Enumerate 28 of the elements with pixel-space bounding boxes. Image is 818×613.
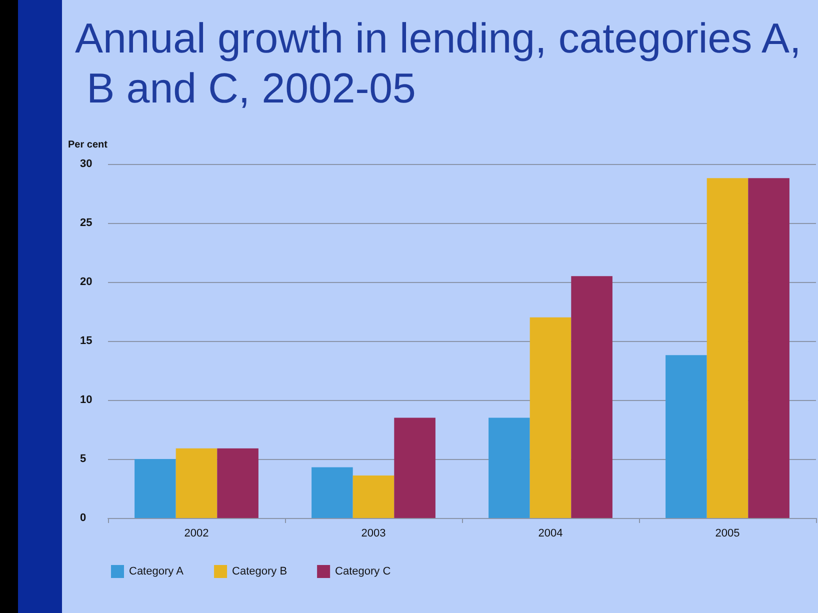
bar [394, 418, 436, 518]
legend-label: Category C [335, 566, 391, 578]
bar [176, 448, 218, 518]
x-tick-label: 2002 [184, 528, 209, 540]
legend-label: Category A [129, 566, 184, 578]
y-tick-label: 5 [80, 453, 86, 465]
chart-title: Annual growth in lending, categories A, B and C, 2002-05 [75, 14, 802, 112]
y-tick-label: 30 [80, 158, 92, 170]
bar [312, 467, 353, 518]
bar [530, 317, 572, 518]
y-tick-label: 20 [80, 276, 92, 288]
bar [134, 459, 176, 518]
bar [488, 418, 530, 518]
bar [571, 276, 612, 518]
bar [352, 476, 394, 518]
x-tick-label: 2004 [538, 528, 563, 540]
y-tick-label: 15 [80, 335, 92, 347]
x-tick-label: 2005 [715, 528, 740, 540]
bar [666, 355, 707, 518]
y-tick-label: 10 [80, 394, 92, 406]
x-tick-label: 2003 [361, 528, 386, 540]
bar [748, 178, 790, 518]
y-axis-title: Per cent [68, 140, 108, 150]
legend-label: Category B [232, 566, 288, 578]
y-tick-label: 25 [80, 217, 92, 229]
bar [217, 448, 258, 518]
y-tick-label: 0 [80, 512, 86, 524]
bar [706, 178, 748, 518]
